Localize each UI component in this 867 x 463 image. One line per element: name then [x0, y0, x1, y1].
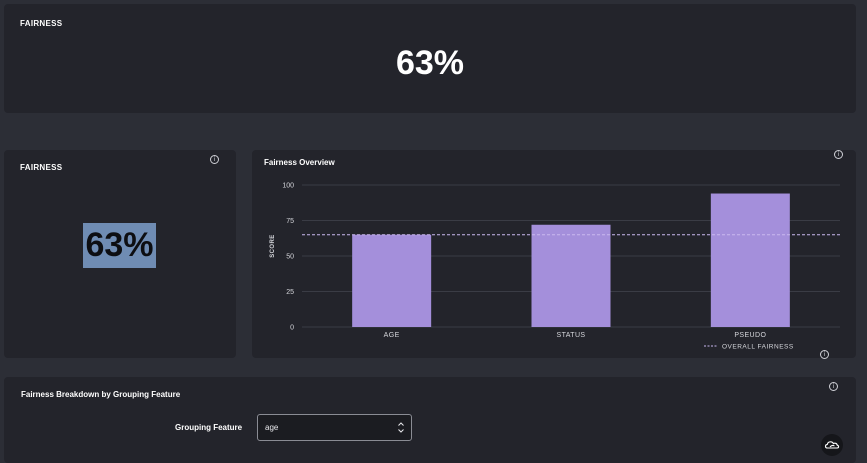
card-label: FAIRNESS: [20, 163, 63, 172]
chart-title: Fairness Overview: [264, 158, 335, 167]
bar: [352, 234, 432, 327]
y-tick-label: 75: [286, 218, 294, 225]
fairness-metric-card: FAIRNESS i 63%: [4, 150, 236, 358]
fairness-overview-card: 0 25 50 75 100 SCORE AGE STATUS PSEUDO OVERALL FA…: [252, 150, 856, 359]
chevron-up-down-icon: [398, 422, 404, 433]
fairness-score: 63%: [395, 44, 465, 82]
cloud-button[interactable]: [821, 434, 843, 456]
info-icon[interactable]: i: [210, 155, 219, 164]
info-icon[interactable]: i: [829, 382, 838, 391]
fairness-overview-chart: 0 25 50 75 100 SCORE AGE STATUS PSEUDO OVERALL FA…: [270, 183, 840, 351]
y-tick-label: 50: [286, 254, 294, 261]
bar: [710, 193, 790, 327]
y-tick-label: 0: [290, 325, 294, 332]
legend-label: OVERALL FAIRNESS: [722, 344, 794, 351]
info-icon[interactable]: i: [834, 150, 843, 159]
fairness-breakdown-card: Fairness Breakdown by Grouping Feature i…: [4, 377, 856, 463]
card-label: FAIRNESS: [20, 19, 63, 28]
grouping-feature-label: Grouping Feature: [175, 423, 243, 432]
x-tick-label: PSEUDO: [734, 332, 766, 339]
bar: [531, 224, 611, 327]
grouping-feature-select[interactable]: age: [257, 414, 412, 441]
x-tick-label: AGE: [384, 332, 400, 339]
cloud-icon: [824, 441, 840, 449]
y-tick-label: 100: [282, 183, 294, 190]
info-icon[interactable]: i: [820, 350, 829, 359]
grouping-feature-value: age: [265, 423, 279, 432]
fairness-score-highlighted: 63%: [83, 223, 156, 268]
section-title: Fairness Breakdown by Grouping Feature: [21, 390, 181, 399]
x-tick-label: STATUS: [557, 332, 586, 339]
y-axis-title: SCORE: [270, 234, 276, 257]
y-tick-label: 25: [286, 289, 294, 296]
fairness-summary-card: FAIRNESS 63%: [4, 4, 856, 113]
